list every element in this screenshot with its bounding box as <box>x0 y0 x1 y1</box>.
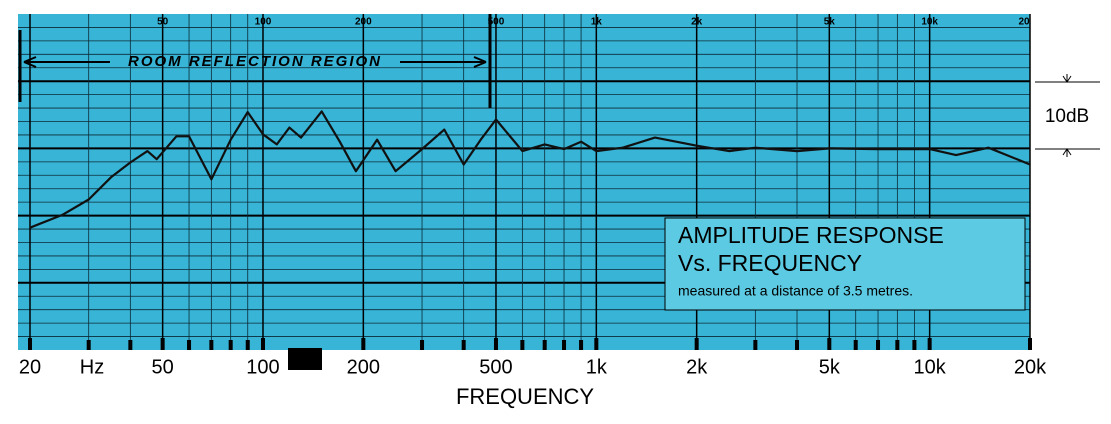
x-tick-label: 10k <box>914 356 947 378</box>
tick-mark <box>187 340 192 350</box>
x-tick-label: 500 <box>479 356 512 378</box>
x-top-tick-label: 200 <box>355 17 372 28</box>
tick-mark <box>493 338 498 350</box>
response-line <box>29 110 1031 229</box>
scale-label: 10dB <box>1045 106 1089 127</box>
x-top-tick-label: 20 <box>1018 17 1030 28</box>
tick-mark <box>245 340 250 350</box>
x-top-tick-label: 10k <box>921 17 938 28</box>
tick-mark <box>795 340 800 350</box>
tick-mark <box>86 340 91 350</box>
x-tick-label: 20k <box>1014 356 1047 378</box>
tick-mark <box>28 338 32 350</box>
x-unit: Hz <box>80 356 104 378</box>
x-tick-label: 100 <box>246 356 279 378</box>
x-top-tick-label: 100 <box>255 17 272 28</box>
chart-title: AMPLITUDE RESPONSE <box>678 222 944 248</box>
tick-mark <box>853 340 858 350</box>
tick-mark <box>260 338 265 350</box>
tick-mark <box>895 340 900 350</box>
tick-mark <box>827 338 832 350</box>
tick-mark <box>753 340 758 350</box>
tick-mark <box>876 340 881 350</box>
tick-mark <box>228 340 233 350</box>
tick-mark <box>579 340 584 350</box>
tick-mark <box>128 340 133 350</box>
x-top-tick-label: 500 <box>488 17 505 28</box>
x-axis-label: FREQUENCY <box>456 384 594 409</box>
x-top-tick-label: 1k <box>591 17 603 28</box>
tick-mark <box>594 338 599 350</box>
tick-mark <box>927 338 932 350</box>
tick-mark <box>912 340 917 350</box>
tick-mark <box>1028 338 1032 350</box>
tick-mark <box>461 340 466 350</box>
tick-mark <box>361 338 366 350</box>
tick-mark <box>562 340 567 350</box>
tick-mark <box>694 338 699 350</box>
x-tick-label: 5k <box>819 356 841 378</box>
x-tick-label: 50 <box>152 356 174 378</box>
tick-mark <box>520 340 525 350</box>
arrow-head <box>23 56 487 68</box>
tick-mark <box>420 340 425 350</box>
title-box <box>664 217 1026 311</box>
marker-block <box>288 348 322 370</box>
x-tick-label: 20 <box>19 356 41 378</box>
tick-mark <box>209 340 214 350</box>
x-top-tick-label: 2k <box>691 17 703 28</box>
region-label: ROOM REFLECTION REGION <box>128 53 382 70</box>
x-tick-label: 1k <box>586 356 608 378</box>
tick-mark <box>160 338 165 350</box>
x-top-tick-label: 5k <box>824 17 836 28</box>
x-tick-label: 200 <box>347 356 380 378</box>
tick-mark <box>542 340 547 350</box>
x-top-tick-label: 50 <box>157 17 169 28</box>
scale-arrow <box>1062 74 1072 157</box>
chart-note: measured at a distance of 3.5 metres. <box>678 283 913 299</box>
chart-subtitle: Vs. FREQUENCY <box>678 250 862 276</box>
x-tick-label: 2k <box>686 356 708 378</box>
